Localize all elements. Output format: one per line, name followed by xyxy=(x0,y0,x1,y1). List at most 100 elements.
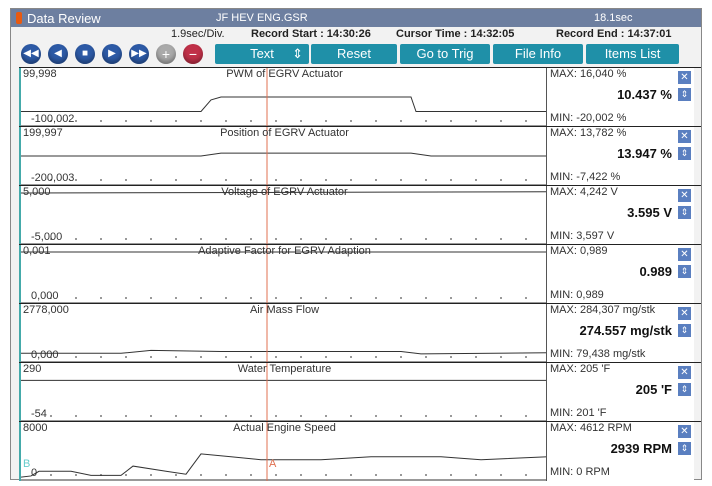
y-max-label: 5,000 xyxy=(23,186,51,198)
duration: 18.1sec xyxy=(594,12,633,24)
plot-area[interactable]: 8000 0 Actual Engine Speed A B xyxy=(19,422,548,481)
close-icon[interactable]: ✕ xyxy=(678,130,691,143)
y-min-label: -100,002 xyxy=(31,113,75,125)
value-panel: MAX: 16,040 % 10.437 % MIN: -20,002 % ✕ … xyxy=(546,68,694,127)
signal-name: Position of EGRV Actuator xyxy=(220,127,349,139)
zoom-out-button[interactable]: − xyxy=(183,44,203,64)
max-value: MAX: 4612 RPM xyxy=(550,422,632,434)
close-icon[interactable]: ✕ xyxy=(678,189,691,202)
time-div: 1.9sec/Div. xyxy=(171,28,225,40)
updown-icon[interactable]: ⇕ xyxy=(678,383,691,396)
min-value: MIN: -7,422 % xyxy=(550,171,621,183)
updown-icon[interactable]: ⇕ xyxy=(678,442,691,455)
min-value: MIN: 79,438 mg/stk xyxy=(550,348,646,360)
min-value: MIN: -20,002 % xyxy=(550,112,627,124)
value-panel: MAX: 4612 RPM 2939 RPM MIN: 0 RPM ✕ ⇕ xyxy=(546,422,694,481)
plot-area[interactable]: 2778,000 0,000 Air Mass Flow xyxy=(19,304,548,363)
y-max-label: 0,001 xyxy=(23,245,51,257)
signal-panel: 99,998 -100,002 PWM of EGRV Actuator MAX… xyxy=(19,67,701,127)
stop-button[interactable]: ■ xyxy=(75,44,95,64)
max-value: MAX: 4,242 V xyxy=(550,186,618,198)
data-review-window: Data Review JF HEV ENG.GSR 18.1sec 1.9se… xyxy=(10,8,702,481)
y-max-label: 290 xyxy=(23,363,42,375)
signal-name: Adaptive Factor for EGRV Adaption xyxy=(198,245,371,257)
signal-panel: 290 -54 Water Temperature MAX: 205 'F 20… xyxy=(19,362,701,422)
y-min-label: 0,000 xyxy=(31,290,59,302)
min-value: MIN: 201 'F xyxy=(550,407,607,419)
y-max-label: 199,997 xyxy=(23,127,63,139)
max-value: MAX: 0,989 xyxy=(550,245,608,257)
current-value: 0.989 xyxy=(639,264,672,279)
value-panel: MAX: 13,782 % 13.947 % MIN: -7,422 % ✕ ⇕ xyxy=(546,127,694,186)
min-value: MIN: 0 RPM xyxy=(550,466,610,478)
app-title: Data Review xyxy=(27,11,101,26)
plot-area[interactable]: 5,000 -5,000 Voltage of EGRV Actuator xyxy=(19,186,548,245)
current-value: 205 'F xyxy=(635,382,672,397)
min-value: MIN: 3,597 V xyxy=(550,230,615,242)
value-panel: MAX: 205 'F 205 'F MIN: 201 'F ✕ ⇕ xyxy=(546,363,694,422)
reset-min-max-button[interactable]: Reset Min.Max xyxy=(311,44,397,81)
signal-name: Air Mass Flow xyxy=(249,304,320,316)
close-icon[interactable]: ✕ xyxy=(678,366,691,379)
updown-icon[interactable]: ⇕ xyxy=(678,88,691,101)
close-icon[interactable]: ✕ xyxy=(678,71,691,84)
y-max-label: 99,998 xyxy=(23,68,57,80)
items-list-button[interactable]: Items List xyxy=(586,44,679,64)
y-max-label: 8000 xyxy=(23,422,48,434)
max-value: MAX: 205 'F xyxy=(550,363,611,375)
plot-area[interactable]: 99,998 -100,002 PWM of EGRV Actuator xyxy=(19,68,548,127)
signal-trace xyxy=(21,349,548,355)
step-back-button[interactable]: ◀ xyxy=(48,44,68,64)
text-select[interactable]: Text ⇕ xyxy=(215,44,309,64)
signal-panel: 5,000 -5,000 Voltage of EGRV Actuator MA… xyxy=(19,185,701,245)
zoom-in-button[interactable]: + xyxy=(156,44,176,64)
go-to-trig-button[interactable]: Go to Trig xyxy=(400,44,490,64)
title-bar: Data Review JF HEV ENG.GSR 18.1sec xyxy=(11,9,701,27)
app-icon xyxy=(16,12,22,24)
file-info-button[interactable]: File Info xyxy=(493,44,583,64)
text-select-label: Text xyxy=(250,46,274,61)
value-panel: MAX: 4,242 V 3.595 V MIN: 3,597 V ✕ ⇕ xyxy=(546,186,694,245)
cursor-b-label: B xyxy=(23,458,31,470)
record-start: Record Start : 14:30:26 xyxy=(251,28,371,40)
rewind-fast-button[interactable]: ◀◀ xyxy=(21,44,41,64)
step-forward-button[interactable]: ▶ xyxy=(102,44,122,64)
value-panel: MAX: 0,989 0.989 MIN: 0,989 ✕ ⇕ xyxy=(546,245,694,304)
y-min-label: 0,000 xyxy=(31,349,59,361)
cursor-time: Cursor Time : 14:32:05 xyxy=(396,28,515,40)
record-end: Record End : 14:37:01 xyxy=(556,28,672,40)
min-value: MIN: 0,989 xyxy=(550,289,604,301)
max-value: MAX: 13,782 % xyxy=(550,127,627,139)
signal-panel: 199,997 -200,003 Position of EGRV Actuat… xyxy=(19,126,701,186)
close-icon[interactable]: ✕ xyxy=(678,425,691,438)
signal-name: PWM of EGRV Actuator xyxy=(226,68,343,80)
signal-panel: 2778,000 0,000 Air Mass Flow MAX: 284,30… xyxy=(19,303,701,363)
signal-name: Water Temperature xyxy=(237,363,332,375)
plot-area[interactable]: 199,997 -200,003 Position of EGRV Actuat… xyxy=(19,127,548,186)
y-min-label: -5,000 xyxy=(31,231,63,243)
updown-icon[interactable]: ⇕ xyxy=(678,206,691,219)
updown-icon[interactable]: ⇕ xyxy=(678,324,691,337)
updown-icon[interactable]: ⇕ xyxy=(678,147,691,160)
signal-name: Actual Engine Speed xyxy=(233,422,336,434)
updown-icon[interactable]: ⇕ xyxy=(678,265,691,278)
forward-fast-button[interactable]: ▶▶ xyxy=(129,44,149,64)
current-value: 13.947 % xyxy=(617,146,672,161)
file-name: JF HEV ENG.GSR xyxy=(216,12,308,24)
current-value: 3.595 V xyxy=(627,205,672,220)
value-panel: MAX: 284,307 mg/stk 274.557 mg/stk MIN: … xyxy=(546,304,694,363)
updown-icon: ⇕ xyxy=(292,46,303,61)
signal-panel: 0,001 0,000 Adaptive Factor for EGRV Ada… xyxy=(19,244,701,304)
signal-trace xyxy=(21,152,548,157)
close-icon[interactable]: ✕ xyxy=(678,248,691,261)
signal-panel: 8000 0 Actual Engine Speed A B MAX: 4612 … xyxy=(19,421,701,481)
y-min-label: -200,003 xyxy=(31,172,75,184)
current-value: 2939 RPM xyxy=(610,441,672,456)
plot-area[interactable]: 290 -54 Water Temperature xyxy=(19,363,548,422)
y-min-label: -54 xyxy=(31,408,47,420)
plot-area[interactable]: 0,001 0,000 Adaptive Factor for EGRV Ada… xyxy=(19,245,548,304)
cursor-a-label: A xyxy=(269,458,277,470)
status-row: 1.9sec/Div. Record Start : 14:30:26 Curs… xyxy=(11,27,701,42)
close-icon[interactable]: ✕ xyxy=(678,307,691,320)
signal-trace xyxy=(21,191,548,194)
